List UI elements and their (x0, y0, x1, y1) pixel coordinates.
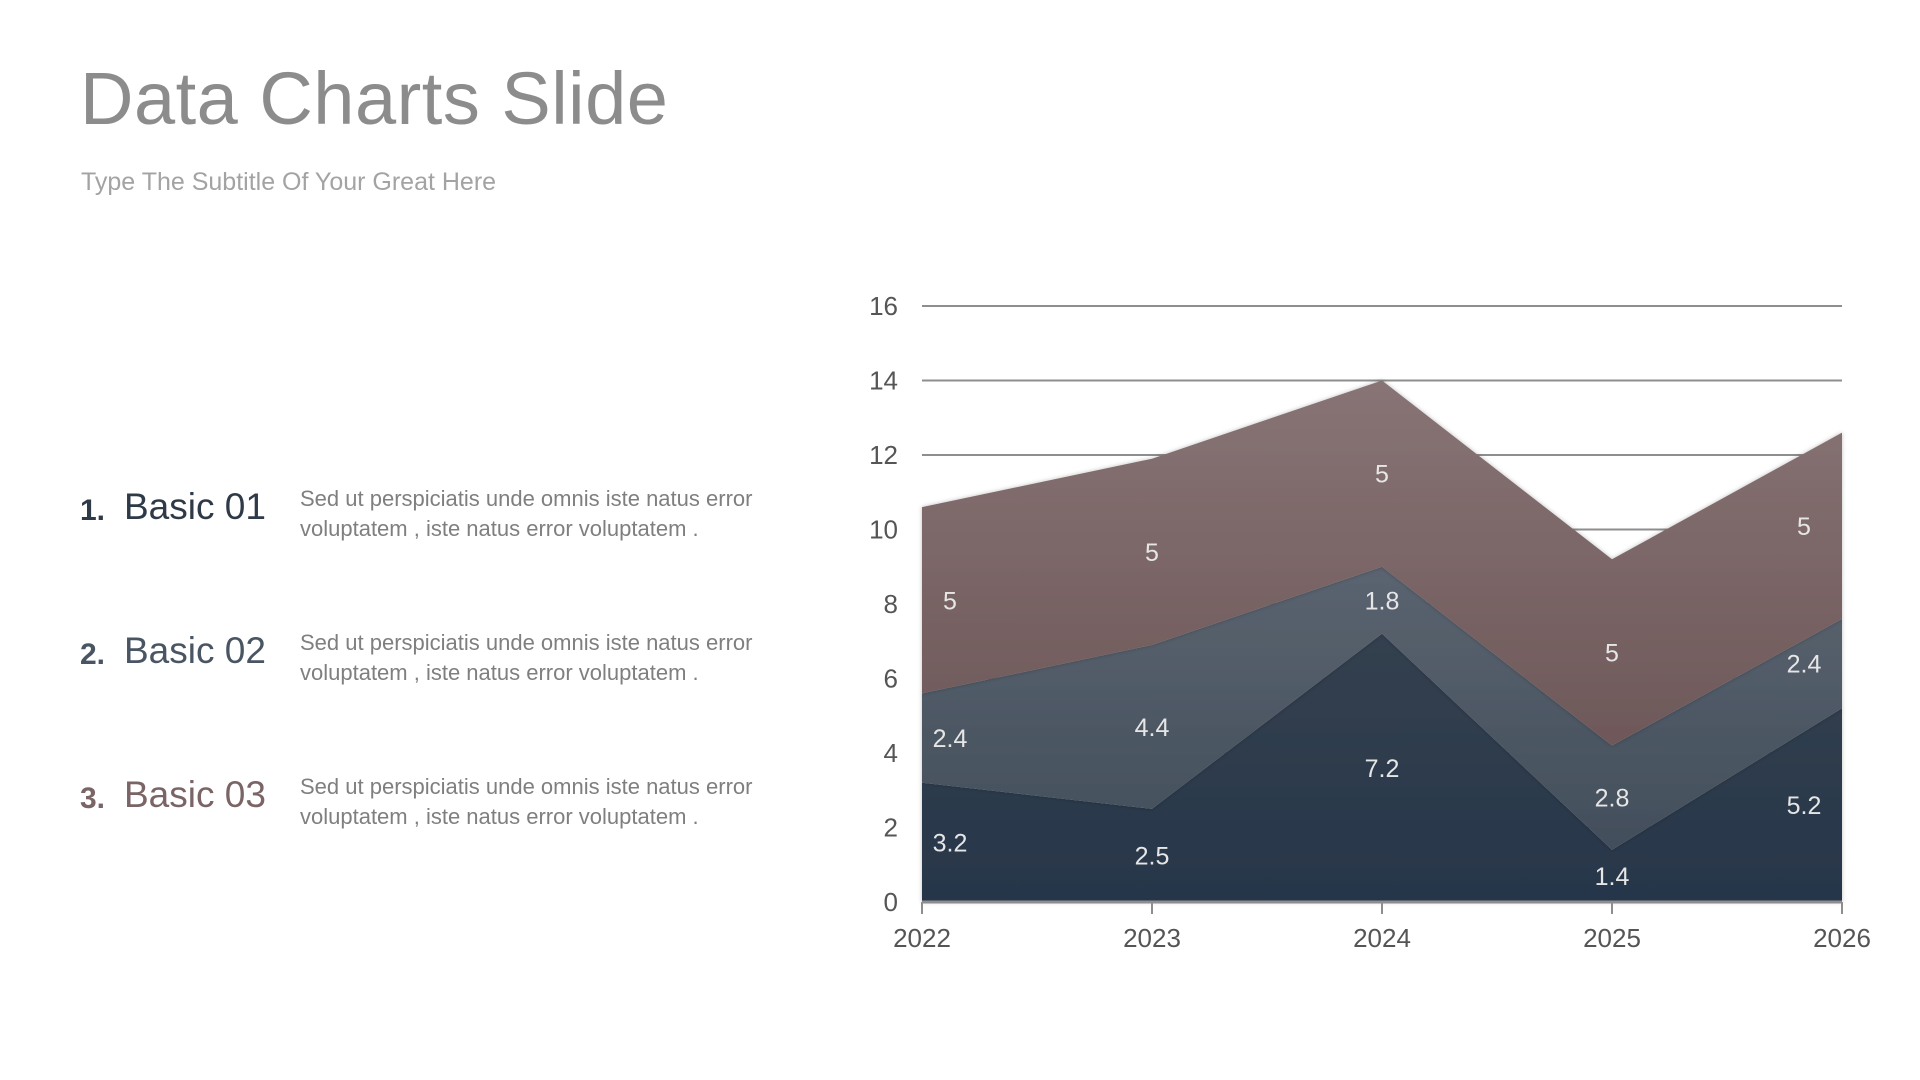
data-label: 2.4 (1787, 651, 1822, 679)
item-label: Basic 01 (124, 486, 266, 527)
y-tick-label: 12 (869, 440, 898, 470)
x-tick-label: 2026 (1813, 923, 1871, 953)
y-tick-label: 8 (884, 589, 898, 619)
area-series-3 (922, 380, 1842, 746)
list-item-basic-02: 2. Basic 02 Sed ut perspiciatis unde omn… (80, 630, 820, 688)
y-tick-label: 10 (869, 515, 898, 545)
item-label: Basic 03 (124, 774, 266, 815)
y-tick-label: 16 (869, 291, 898, 321)
item-number: 1. (80, 494, 106, 527)
data-label: 2.8 (1595, 785, 1630, 813)
item-description: Sed ut perspiciatis unde omnis iste natu… (300, 486, 753, 541)
x-tick-label: 2024 (1353, 923, 1411, 953)
y-tick-label: 4 (884, 738, 898, 768)
x-tick-label: 2022 (893, 923, 951, 953)
page-subtitle: Type The Subtitle Of Your Great Here (81, 168, 497, 196)
x-tick-label: 2023 (1123, 923, 1181, 953)
data-label: 5 (1375, 461, 1389, 489)
data-label: 2.4 (933, 725, 968, 753)
data-label: 5 (1797, 513, 1811, 541)
item-number: 3. (80, 782, 106, 815)
y-tick-label: 0 (884, 887, 898, 917)
item-description: Sed ut perspiciatis unde omnis iste natu… (300, 774, 753, 829)
item-label: Basic 02 (124, 630, 266, 671)
list-item-basic-03: 3. Basic 03 Sed ut perspiciatis unde omn… (80, 774, 820, 832)
data-label: 1.4 (1595, 863, 1630, 891)
area-series-1 (922, 633, 1842, 902)
data-label: 5 (1605, 639, 1619, 667)
y-tick-label: 2 (884, 813, 898, 843)
data-label: 2.5 (1135, 842, 1170, 870)
y-tick-label: 14 (869, 366, 898, 396)
list-item-basic-01: 1. Basic 01 Sed ut perspiciatis unde omn… (80, 486, 820, 544)
data-label: 1.8 (1365, 587, 1400, 615)
x-tick-label: 2025 (1583, 923, 1641, 953)
item-description: Sed ut perspiciatis unde omnis iste natu… (300, 630, 753, 685)
y-tick-label: 6 (884, 664, 898, 694)
area-series-2 (922, 566, 1842, 850)
data-label: 5 (943, 587, 957, 615)
data-label: 4.4 (1135, 714, 1170, 742)
data-label: 3.2 (933, 829, 968, 857)
data-label: 7.2 (1365, 755, 1400, 783)
data-label: 5.2 (1787, 792, 1822, 820)
page-title: Data Charts Slide (80, 57, 669, 140)
data-label: 5 (1145, 539, 1159, 567)
item-number: 2. (80, 638, 106, 671)
